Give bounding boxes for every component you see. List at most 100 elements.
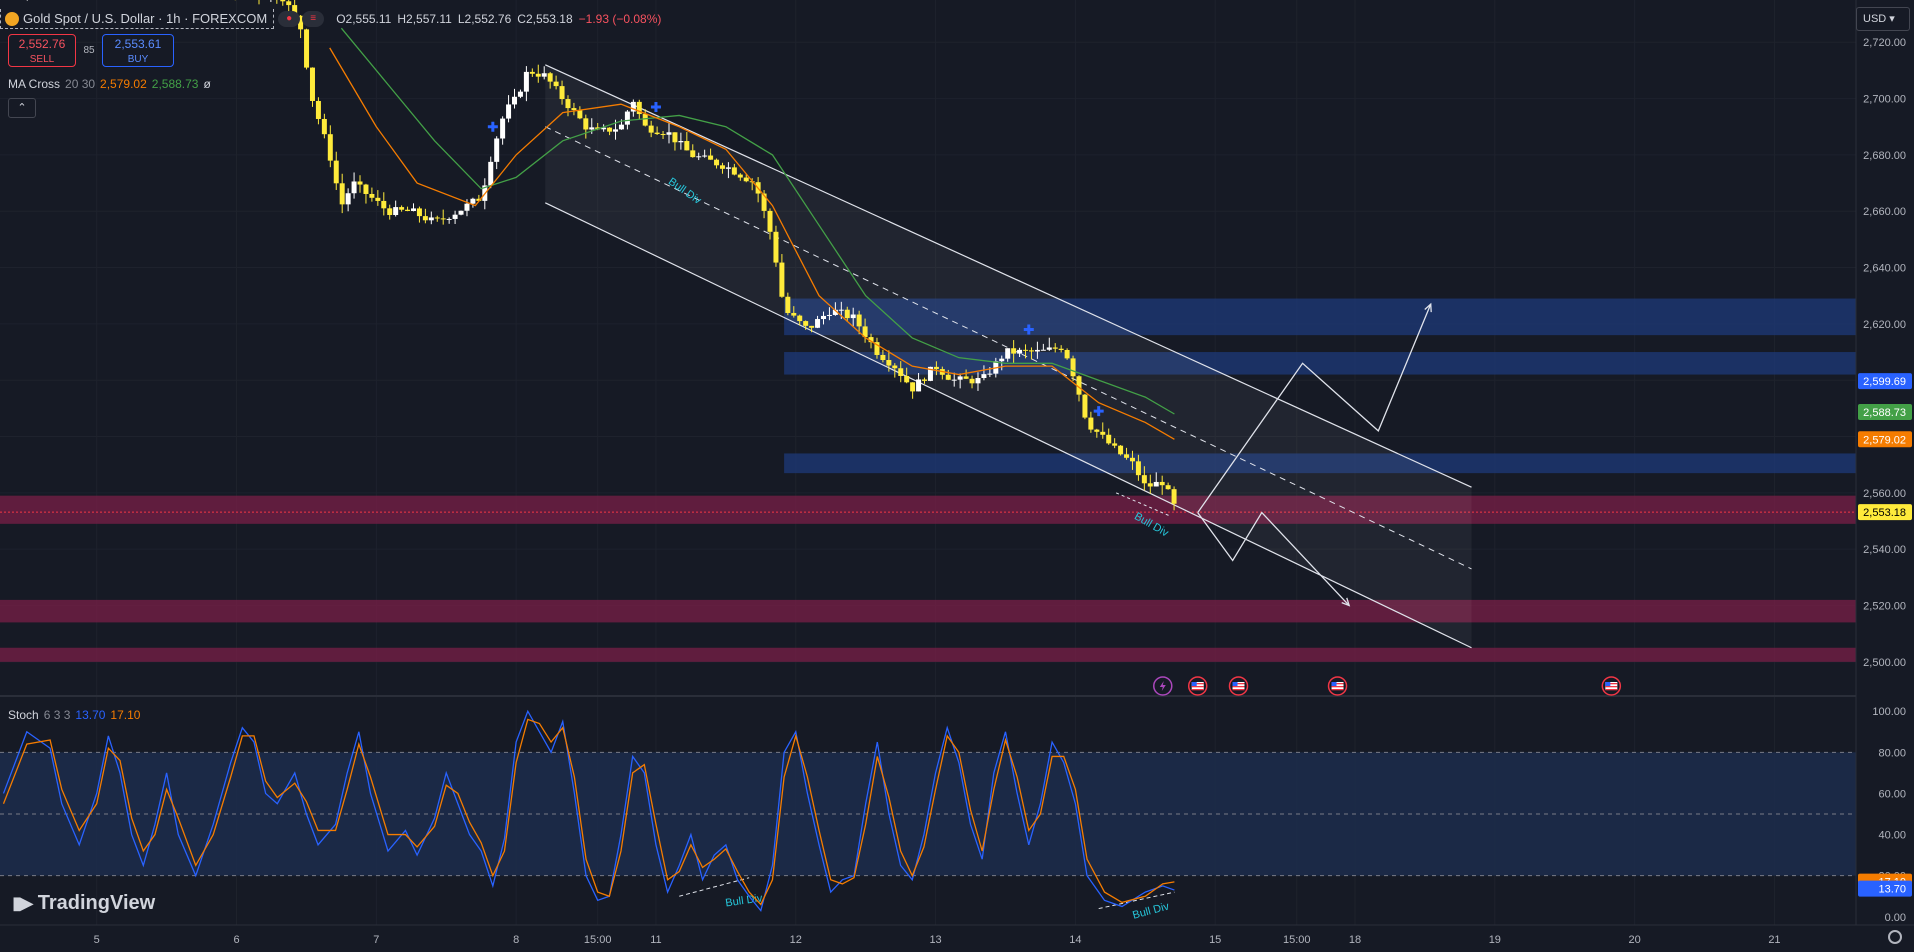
- candle-body: [844, 309, 850, 319]
- collapse-legend-button[interactable]: ⌃: [8, 98, 36, 118]
- price-badge-bg: [1858, 504, 1912, 521]
- flag-stripe: [1232, 683, 1245, 685]
- time-tick-label: 11: [650, 934, 661, 946]
- price-axis[interactable]: 2,720.00 2,700.00 2,680.00 2,660.00 2,640.00…: [1855, 0, 1914, 952]
- candle-body: [779, 262, 785, 297]
- supply-zone: [784, 298, 1856, 336]
- candle-body: [785, 296, 791, 313]
- time-tick-label: 7: [373, 934, 379, 946]
- time-axis[interactable]: 5 6 7 8 15:00 11 12 13 14 15 15:00 18 19 20 21: [0, 924, 1914, 952]
- candle-body: [583, 118, 589, 130]
- price-tick-label: 2,620.00: [1863, 319, 1906, 331]
- candle-body: [809, 325, 815, 328]
- candle-body: [381, 200, 387, 209]
- candle-body: [393, 207, 399, 216]
- candle-body: [820, 315, 826, 320]
- sell-button[interactable]: 2,552.76 SELL: [8, 34, 76, 67]
- flag-stripe: [1605, 689, 1618, 691]
- ma-fast-line: [329, 47, 1175, 440]
- candle-body: [292, 5, 298, 16]
- candle-body: [1118, 445, 1124, 455]
- candle-body: [601, 127, 607, 130]
- demand-zone: [0, 647, 1856, 662]
- eye-icon[interactable]: ●: [278, 11, 301, 27]
- candle-body: [714, 159, 720, 166]
- candle-body: [969, 378, 975, 384]
- bull-div-label: Bull Div: [1131, 900, 1171, 921]
- candle-body: [880, 354, 886, 361]
- flag-stripe: [1331, 683, 1344, 685]
- price-badge-bg: [1858, 403, 1912, 420]
- candle-body: [1046, 347, 1052, 350]
- candle-body: [1112, 443, 1118, 446]
- flag-stripe: [1232, 689, 1245, 691]
- stoch-tick-label: 100.00: [1872, 706, 1906, 718]
- candle-body: [904, 375, 910, 383]
- price-series: [26, 0, 1177, 511]
- candle-body: [981, 374, 987, 379]
- stoch-tick-label: 80.00: [1878, 747, 1906, 759]
- candle-body: [553, 81, 559, 87]
- candle-body: [963, 376, 969, 379]
- cross-signal-icon: [650, 102, 661, 113]
- ma-slow-value: 2,588.73: [151, 77, 199, 91]
- candle-body: [464, 203, 470, 211]
- ma-cross-legend[interactable]: MA Cross 20 30 2,579.02 2,588.73 ø: [8, 77, 211, 91]
- candle-body: [797, 315, 803, 322]
- stoch-legend[interactable]: Stoch 6 3 3 13.70 17.10: [8, 708, 140, 722]
- stoch-params: 6 3 3: [43, 708, 71, 722]
- time-axis-bg: [0, 925, 1914, 952]
- tradingview-logo[interactable]: ▮▶ TradingView: [12, 892, 155, 915]
- candle-body: [309, 67, 315, 101]
- currency-selector[interactable]: USD ▾: [1856, 7, 1910, 31]
- candle-body: [387, 208, 393, 216]
- candle-body: [856, 314, 862, 327]
- price-badge: 2,588.73: [1863, 407, 1906, 419]
- projection-arrows[interactable]: [1197, 302, 1432, 607]
- candle-body: [280, 0, 286, 2]
- stoch-tick-label: 0.00: [1885, 912, 1906, 924]
- high-label: H: [397, 12, 407, 26]
- candle-body: [512, 96, 518, 105]
- price-badge-bg: [1858, 431, 1912, 448]
- menu-icon[interactable]: ≡: [302, 11, 325, 27]
- buy-button[interactable]: 2,553.61 BUY: [102, 34, 174, 67]
- candle-body: [690, 150, 696, 158]
- candle-body: [613, 129, 619, 132]
- candle-body: [945, 374, 951, 380]
- candle-body: [1135, 461, 1141, 476]
- candle-body: [321, 118, 327, 135]
- candle-body: [405, 209, 411, 211]
- time-tick-label: 18: [1349, 934, 1361, 946]
- settings-icon[interactable]: [1888, 930, 1902, 944]
- time-tick-label: 15:00: [584, 934, 612, 946]
- candle-body: [363, 184, 369, 194]
- candle-body: [743, 177, 749, 182]
- candle-body: [951, 379, 957, 381]
- candle-body: [434, 217, 440, 219]
- event-icons[interactable]: [1153, 676, 1622, 696]
- ma-fast-value: 2,579.02: [100, 77, 147, 91]
- candle-body: [369, 193, 375, 198]
- candle-body: [874, 342, 880, 355]
- ma-cross-lines: [329, 27, 1175, 440]
- candle-body: [999, 358, 1005, 362]
- candle-body: [547, 73, 553, 82]
- candle-body: [791, 312, 797, 316]
- candle-body: [476, 198, 482, 201]
- candle-body: [642, 114, 648, 126]
- symbol-box[interactable]: Gold Spot / U.S. Dollar · 1h · FOREXCOM: [0, 9, 275, 29]
- candle-body: [1017, 349, 1023, 354]
- candle-body: [535, 73, 541, 77]
- flag-stripe: [1191, 689, 1204, 691]
- candle-body: [636, 101, 642, 115]
- candle-body: [494, 138, 500, 162]
- stoch-badge: 13.70: [1878, 884, 1906, 896]
- stoch-k-value: 13.70: [75, 708, 106, 722]
- ohlc-values: O2,555.11 H2,557.11 L2,552.76 C2,553.18 …: [336, 12, 661, 26]
- candle-body: [488, 161, 494, 186]
- candle-body: [1129, 457, 1135, 462]
- candle-body: [607, 127, 613, 132]
